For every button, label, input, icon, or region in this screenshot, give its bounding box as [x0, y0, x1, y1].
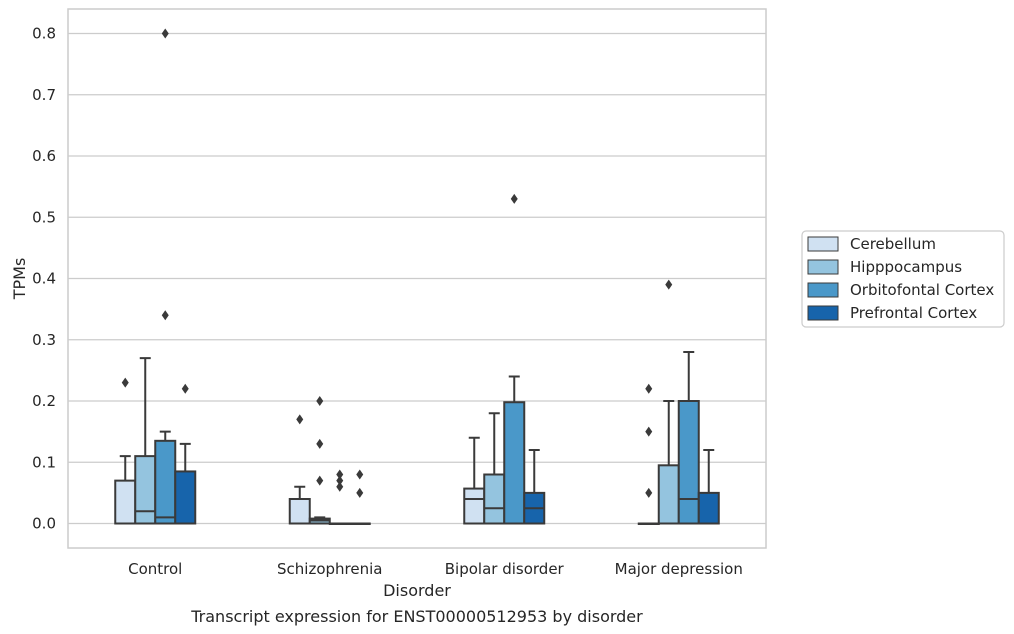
- y-tick-label: 0.3: [32, 331, 56, 349]
- box: [503, 401, 526, 525]
- legend-label: Prefrontal Cortex: [850, 304, 977, 322]
- box: [657, 464, 680, 525]
- chart-caption: Transcript expression for ENST0000051295…: [190, 607, 643, 626]
- y-tick-label: 0.5: [32, 208, 56, 226]
- category-group: [463, 193, 546, 525]
- outlier-point: [645, 487, 653, 498]
- outlier-point: [161, 310, 169, 321]
- box: [154, 439, 177, 525]
- outlier-point: [336, 469, 344, 480]
- box: [463, 487, 486, 525]
- legend-swatch: [807, 259, 839, 275]
- legend-box: [801, 230, 1005, 328]
- box: [174, 470, 197, 525]
- outlier-point: [316, 396, 324, 406]
- y-tick-label: 0.7: [32, 86, 56, 104]
- box: [134, 455, 157, 525]
- outlier-point: [645, 383, 653, 394]
- outlier-point: [665, 279, 673, 290]
- legend-swatch: [807, 236, 839, 252]
- y-tick-label: 0.2: [32, 392, 56, 410]
- plot-area-frame: [67, 8, 767, 549]
- x-axis-label: Disorder: [383, 581, 451, 600]
- y-tick-label: 0.0: [32, 515, 56, 533]
- box: [114, 479, 137, 525]
- legend-swatch: [807, 305, 839, 321]
- legend-label: Hipppocampus: [850, 258, 962, 276]
- outlier-point: [161, 28, 169, 39]
- x-axis-ticks: Control Schizophrenia Bipolar disorder Majo…: [128, 560, 743, 578]
- box: [288, 498, 311, 525]
- box-groups: [114, 28, 720, 525]
- y-tick-label: 0.6: [32, 147, 56, 165]
- box: [483, 473, 506, 525]
- legend: Cerebellum Hipppocampus Orbitofontal Corte…: [801, 230, 1005, 328]
- y-tick-label: 0.8: [32, 25, 56, 43]
- category-group: [114, 28, 197, 525]
- outlier-point: [510, 193, 518, 204]
- legend-swatch: [807, 282, 839, 298]
- y-tick-label: 0.1: [32, 453, 56, 471]
- x-tick-label: Bipolar disorder: [445, 560, 565, 578]
- y-axis-label: TPMs: [10, 258, 29, 301]
- category-group: [637, 279, 720, 525]
- y-tick-label: 0.4: [32, 270, 56, 288]
- outlier-point: [316, 475, 324, 486]
- y-axis-ticks: 0.0 0.1 0.2 0.3 0.4 0.5 0.6 0.7 0.8: [32, 25, 56, 533]
- x-tick-label: Schizophrenia: [277, 560, 382, 578]
- x-tick-label: Control: [128, 560, 182, 578]
- outlier-point: [181, 383, 189, 394]
- outlier-point: [356, 469, 364, 480]
- outlier-point: [336, 481, 344, 492]
- box: [697, 491, 720, 525]
- box: [677, 400, 700, 525]
- legend-label: Cerebellum: [850, 235, 936, 253]
- outlier-point: [356, 487, 364, 498]
- outlier-point: [296, 414, 304, 425]
- outlier-point: [645, 426, 653, 437]
- outlier-point: [121, 377, 129, 388]
- outlier-point: [316, 438, 324, 449]
- outlier-point: [336, 475, 344, 486]
- x-tick-label: Major depression: [615, 560, 743, 578]
- category-group: [288, 396, 371, 525]
- legend-label: Orbitofontal Cortex: [850, 281, 994, 299]
